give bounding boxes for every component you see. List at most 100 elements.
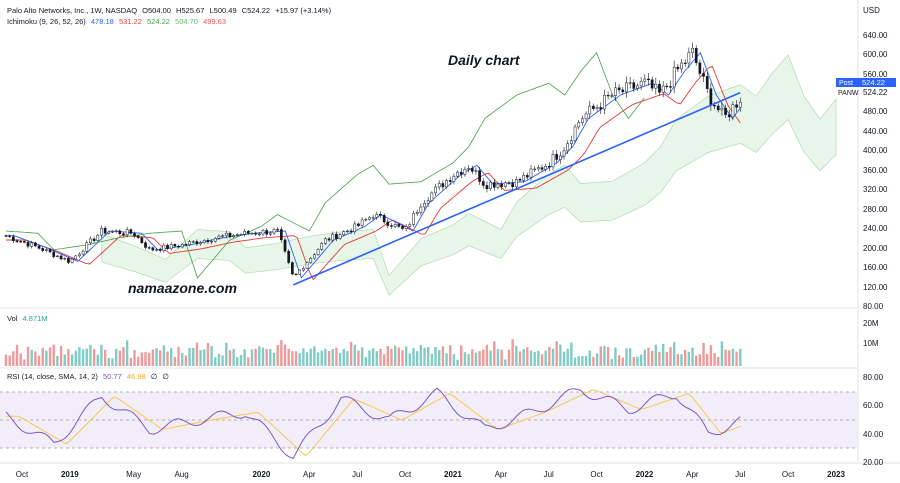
- candle-body: [592, 105, 595, 109]
- volume-bar: [305, 352, 309, 366]
- candlesticks: [4, 42, 742, 276]
- volume-bar: [199, 350, 202, 366]
- volume-bar: [371, 348, 375, 366]
- volume-bar: [452, 354, 456, 366]
- volume-bar: [37, 355, 41, 366]
- candle-body: [173, 244, 177, 247]
- candle-body: [599, 107, 603, 110]
- candle-body: [78, 253, 81, 257]
- volume-bar: [698, 354, 702, 366]
- volume-bar: [500, 349, 503, 366]
- time-tick: Aug: [174, 470, 188, 479]
- volume-bar: [713, 352, 716, 366]
- volume-bar: [247, 357, 250, 366]
- volume-bar: [735, 351, 738, 366]
- candle-body: [415, 211, 419, 214]
- volume-bar: [302, 348, 305, 366]
- volume-bar: [526, 347, 529, 366]
- volume-bar: [379, 348, 382, 366]
- time-tick: 2023: [827, 470, 845, 479]
- candle-body: [401, 226, 404, 229]
- volume-bar: [548, 346, 551, 366]
- candle-body: [636, 85, 639, 89]
- price-tick: 320.00: [863, 185, 888, 194]
- price-tick: 400.00: [863, 146, 888, 155]
- candle-body: [551, 154, 555, 168]
- volume-bar: [404, 346, 408, 366]
- trendline-layer[interactable]: [293, 91, 741, 286]
- time-tick: May: [126, 470, 141, 479]
- candle-body: [437, 183, 441, 188]
- candle-body: [122, 233, 125, 236]
- volume-label: Vol: [7, 314, 18, 323]
- candle-body: [349, 230, 353, 233]
- candle-body: [8, 235, 12, 237]
- time-tick: Jul: [735, 470, 745, 479]
- candle-body: [342, 231, 346, 235]
- volume-bar: [595, 353, 599, 366]
- candle-body: [562, 150, 566, 157]
- volume-bar: [628, 348, 632, 366]
- candle-body: [408, 224, 412, 227]
- candle-body: [346, 230, 349, 233]
- volume-bar: [283, 344, 287, 366]
- candle-body: [434, 186, 437, 194]
- volume-bar: [706, 354, 709, 366]
- candle-body: [96, 234, 100, 241]
- candle-body: [617, 87, 621, 91]
- candle-body: [654, 83, 658, 89]
- volume-bar: [676, 354, 680, 366]
- volume-bar: [683, 349, 687, 366]
- volume-bar: [515, 345, 518, 366]
- candle-body: [239, 234, 243, 236]
- volume-bar: [375, 351, 379, 366]
- price-tick: 360.00: [863, 166, 888, 175]
- candle-body: [70, 258, 74, 263]
- volume-bar: [529, 350, 533, 366]
- price-axis[interactable]: USD 640.00 600.00 560.00 480.00 440.00 4…: [836, 6, 896, 311]
- candle-body: [15, 240, 19, 242]
- volume-bar: [291, 351, 294, 366]
- volume-bar: [603, 345, 606, 366]
- candle-body: [100, 227, 103, 236]
- ichimoku-value-1: 478.18: [91, 17, 114, 26]
- time-tick: Apr: [686, 470, 699, 479]
- candle-body: [279, 229, 283, 241]
- volume-bar: [687, 351, 691, 366]
- volume-bar: [669, 347, 672, 366]
- volume-bar: [695, 355, 698, 366]
- time-tick: 2019: [61, 470, 79, 479]
- ichimoku-value-5: 499.63: [203, 17, 226, 26]
- volume-bar: [56, 356, 59, 366]
- candle-body: [23, 241, 26, 243]
- ichimoku-legend: Ichimoku (9, 26, 52, 26) 478.18 531.22 5…: [7, 17, 226, 26]
- volume-bar: [357, 350, 360, 366]
- volume-bar: [239, 355, 243, 366]
- candle-body: [41, 248, 45, 251]
- candle-body: [584, 113, 588, 120]
- candle-body: [404, 226, 408, 229]
- candle-body: [709, 88, 713, 106]
- candle-body: [272, 229, 276, 234]
- candle-body: [511, 182, 514, 188]
- candle-body: [606, 94, 610, 97]
- candle-body: [525, 175, 529, 178]
- rsi-extra-2: ∅: [162, 372, 169, 381]
- volume-bar: [441, 346, 445, 366]
- candle-body: [103, 227, 107, 234]
- candle-body: [184, 244, 188, 246]
- candle-body: [470, 168, 474, 172]
- candle-body: [658, 83, 661, 93]
- ichimoku-cloud-area: [101, 54, 837, 296]
- candle-body: [621, 89, 625, 93]
- candle-body: [445, 180, 448, 188]
- candle-body: [456, 171, 459, 177]
- candle-body: [705, 76, 709, 89]
- candle-body: [133, 233, 136, 237]
- candle-body: [503, 182, 507, 187]
- volume-bar: [720, 341, 724, 366]
- time-axis[interactable]: Oct 2019 May Aug 2020 Apr Jul Oct 2021 Apr Jul Oct 2…: [16, 470, 846, 479]
- volume-bar: [276, 345, 279, 366]
- candle-body: [467, 168, 470, 170]
